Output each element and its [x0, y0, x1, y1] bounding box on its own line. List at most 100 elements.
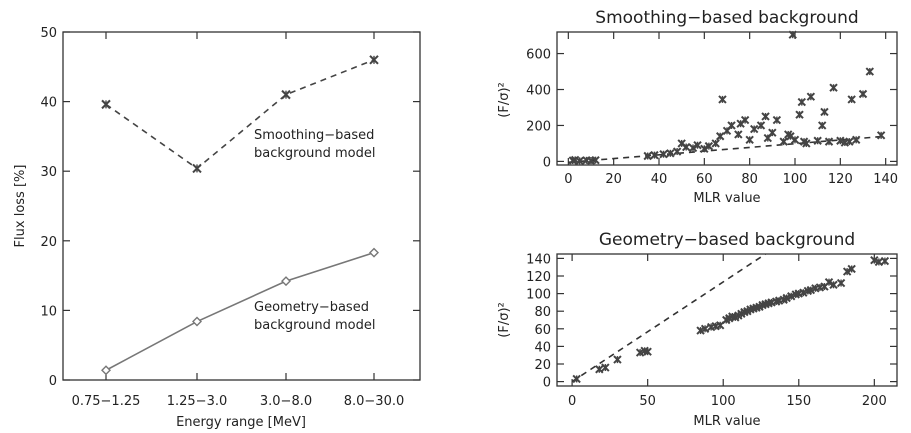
scatter-point	[802, 139, 811, 148]
flux-loss-x-axis-label: Energy range [MeV]	[176, 415, 306, 430]
x-tick-label: 120	[828, 172, 853, 187]
scatter-point	[643, 151, 652, 161]
y-tick-label: 0	[543, 155, 551, 170]
scatter-point	[880, 256, 890, 266]
scatter-point	[734, 130, 743, 139]
y-tick-label: 40	[40, 96, 57, 111]
scatter-point	[715, 132, 725, 141]
y-tick-label: 80	[534, 305, 551, 320]
x-tick-label: 3.0−8.0	[260, 394, 312, 409]
x-tick-label: 0	[568, 394, 576, 409]
smoothing-series-point	[281, 89, 291, 100]
y-tick-label: 600	[526, 48, 551, 63]
x-tick-label: 0	[564, 172, 572, 187]
geometry-series-point	[192, 316, 202, 327]
scatter-point	[820, 107, 829, 117]
geometry-scatter-x-axis-label: MLR value	[693, 414, 760, 429]
scatter-point	[829, 280, 838, 290]
scatter-point	[847, 95, 856, 104]
scatter-point	[847, 264, 856, 274]
y-tick-label: 400	[526, 84, 551, 99]
scatter-point	[806, 285, 816, 295]
x-tick-label: 0.75−1.25	[72, 394, 141, 409]
y-tick-label: 20	[40, 235, 57, 250]
scatter-point	[779, 137, 788, 146]
scatter-point	[865, 67, 875, 76]
scatter-point	[700, 144, 709, 154]
flux-loss-y-axis-label: Flux loss [%]	[13, 165, 28, 248]
scatter-point	[851, 135, 861, 145]
geometry-series-point	[369, 247, 379, 258]
scatter-point	[666, 149, 675, 158]
scatter-point	[601, 363, 610, 372]
scatter-point	[672, 147, 682, 156]
x-tick-label: 80	[741, 172, 758, 187]
flux-loss-plot-frame	[62, 31, 421, 381]
y-tick-label: 50	[40, 26, 57, 41]
scatter-point	[788, 30, 797, 39]
smoothing-scatter-panel: Smoothing−based background 0 200 400 600 0 20…	[497, 8, 898, 206]
scatter-point	[817, 121, 827, 130]
scatter-point	[659, 150, 668, 159]
geometry-annotation-line-2: background model	[254, 318, 376, 333]
x-tick-label: 20	[605, 172, 622, 187]
scatter-point	[870, 255, 879, 265]
scatter-point	[688, 143, 698, 153]
scatter-point	[727, 121, 736, 130]
geometry-scatter-y-axis-label: (F/σ)²	[497, 302, 512, 337]
geometry-series-point	[101, 365, 111, 376]
scatter-point	[643, 347, 652, 356]
scatter-point	[575, 156, 584, 166]
geometry-series-point	[281, 276, 291, 287]
x-tick-label: 50	[639, 394, 656, 409]
scatter-point	[704, 141, 714, 151]
scatter-point	[842, 267, 852, 276]
reference-dashed-line	[571, 254, 766, 383]
x-tick-label: 1.25−3.0	[167, 394, 228, 409]
scatter-point	[635, 348, 645, 357]
geometry-series-line	[105, 251, 375, 371]
scatter-point	[876, 131, 886, 140]
scatter-point	[797, 97, 807, 107]
smoothing-scatter-plot-frame	[556, 31, 898, 166]
x-tick-label: 60	[696, 172, 713, 187]
scatter-point	[836, 278, 846, 288]
geometry-scatter-plot-frame	[556, 253, 898, 387]
scatter-point	[845, 137, 854, 146]
scatter-point	[700, 324, 710, 334]
scatter-point	[650, 150, 659, 160]
scatter-point	[613, 355, 622, 364]
x-tick-label: 100	[711, 394, 736, 409]
scatter-point	[681, 142, 691, 152]
scatter-point	[858, 89, 868, 99]
y-tick-label: 30	[40, 165, 57, 180]
scatter-point	[795, 110, 804, 119]
scatter-point	[768, 128, 777, 137]
smoothing-series-point	[369, 55, 379, 65]
scatter-point	[756, 121, 766, 130]
smoothing-scatter-x-axis-label: MLR value	[693, 191, 760, 206]
flux-loss-panel: 0 10 20 30 40 50 0.75−1.25 1.25−3.0 3.0−8.0 8.0−…	[13, 26, 421, 430]
smoothing-annotation-line-2: background model	[254, 146, 376, 161]
scatter-point	[693, 141, 702, 150]
scatter-point	[836, 136, 845, 145]
y-tick-label: 60	[534, 323, 551, 338]
scatter-point	[806, 92, 816, 101]
x-tick-label: 150	[786, 394, 811, 409]
scatter-point	[711, 139, 720, 148]
y-tick-label: 20	[534, 358, 551, 373]
scatter-point	[824, 277, 834, 287]
scatter-point	[813, 136, 822, 145]
x-tick-label: 100	[783, 172, 808, 187]
scatter-point	[824, 137, 834, 146]
reference-dashed-line	[568, 135, 886, 164]
scatter-point	[782, 293, 791, 303]
x-tick-label: 8.0−30.0	[344, 394, 405, 409]
y-tick-label: 200	[526, 119, 551, 134]
geometry-scatter-title: Geometry−based background	[599, 230, 855, 250]
geometry-annotation-line-1: Geometry−based	[254, 300, 369, 315]
smoothing-series-point	[101, 99, 111, 110]
scatter-point	[829, 83, 838, 92]
geometry-scatter-panel: Geometry−based background 0 20 40 60 80 100 12…	[497, 230, 898, 429]
